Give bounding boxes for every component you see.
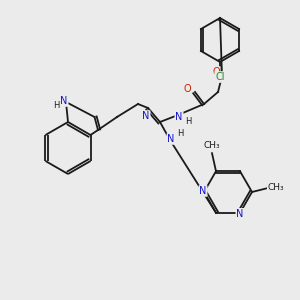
Text: N: N — [236, 209, 244, 219]
Text: N: N — [167, 134, 175, 144]
Text: H: H — [177, 128, 183, 137]
Text: H: H — [53, 101, 59, 110]
Text: N: N — [175, 112, 183, 122]
Text: Cl: Cl — [215, 72, 225, 82]
Text: H: H — [185, 116, 191, 125]
Text: N: N — [199, 186, 207, 196]
Text: N: N — [60, 96, 68, 106]
Text: CH₃: CH₃ — [204, 141, 220, 150]
Text: CH₃: CH₃ — [268, 184, 284, 193]
Text: O: O — [212, 67, 220, 77]
Text: O: O — [183, 84, 191, 94]
Text: N: N — [142, 111, 150, 121]
